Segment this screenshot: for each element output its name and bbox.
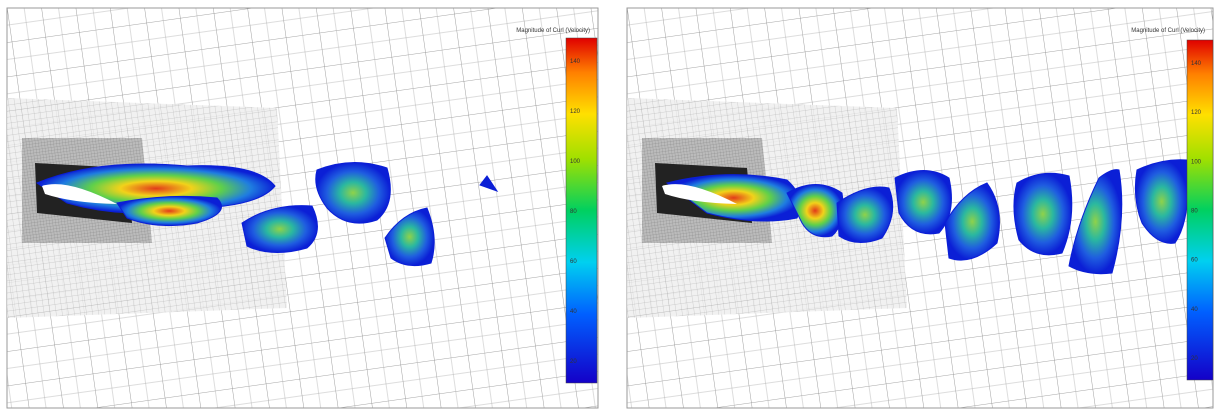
colorbar-tick-label: 20 [1191, 356, 1198, 362]
colorbar-tick-label: 60 [570, 259, 577, 265]
colorbar-tick-label: 120 [1191, 110, 1202, 116]
legend-title: Magnitude of Curl (Velocity) [516, 28, 590, 34]
colorbar-tick-label: 100 [570, 159, 581, 165]
screenshot: Magnitude of Curl (Velocity) 140 120 100 80 6… [0, 0, 1215, 410]
colorbar-tick-label: 140 [570, 59, 581, 65]
vortex [1014, 173, 1072, 255]
colorbar-tick-label: 80 [1191, 209, 1198, 215]
legend-title: Magnitude of Curl (Velocity) [1131, 28, 1205, 34]
colorbar-tick-label: 20 [570, 359, 577, 365]
colorbar-tick-label: 40 [570, 309, 577, 315]
colorbar-tick-label: 140 [1191, 61, 1202, 67]
panel: Magnitude of Curl (Velocity) 140 120 100 80 6… [627, 8, 1213, 408]
colorbar-tick-label: 120 [570, 109, 581, 115]
panel: Magnitude of Curl (Velocity) 140 120 100 80 6… [7, 8, 598, 408]
colorbar-tick-label: 60 [1191, 258, 1198, 264]
colorbar-tick-label: 80 [570, 209, 577, 215]
colorbar-tick-label: 40 [1191, 307, 1198, 313]
colorbar-tick-label: 100 [1191, 159, 1202, 165]
